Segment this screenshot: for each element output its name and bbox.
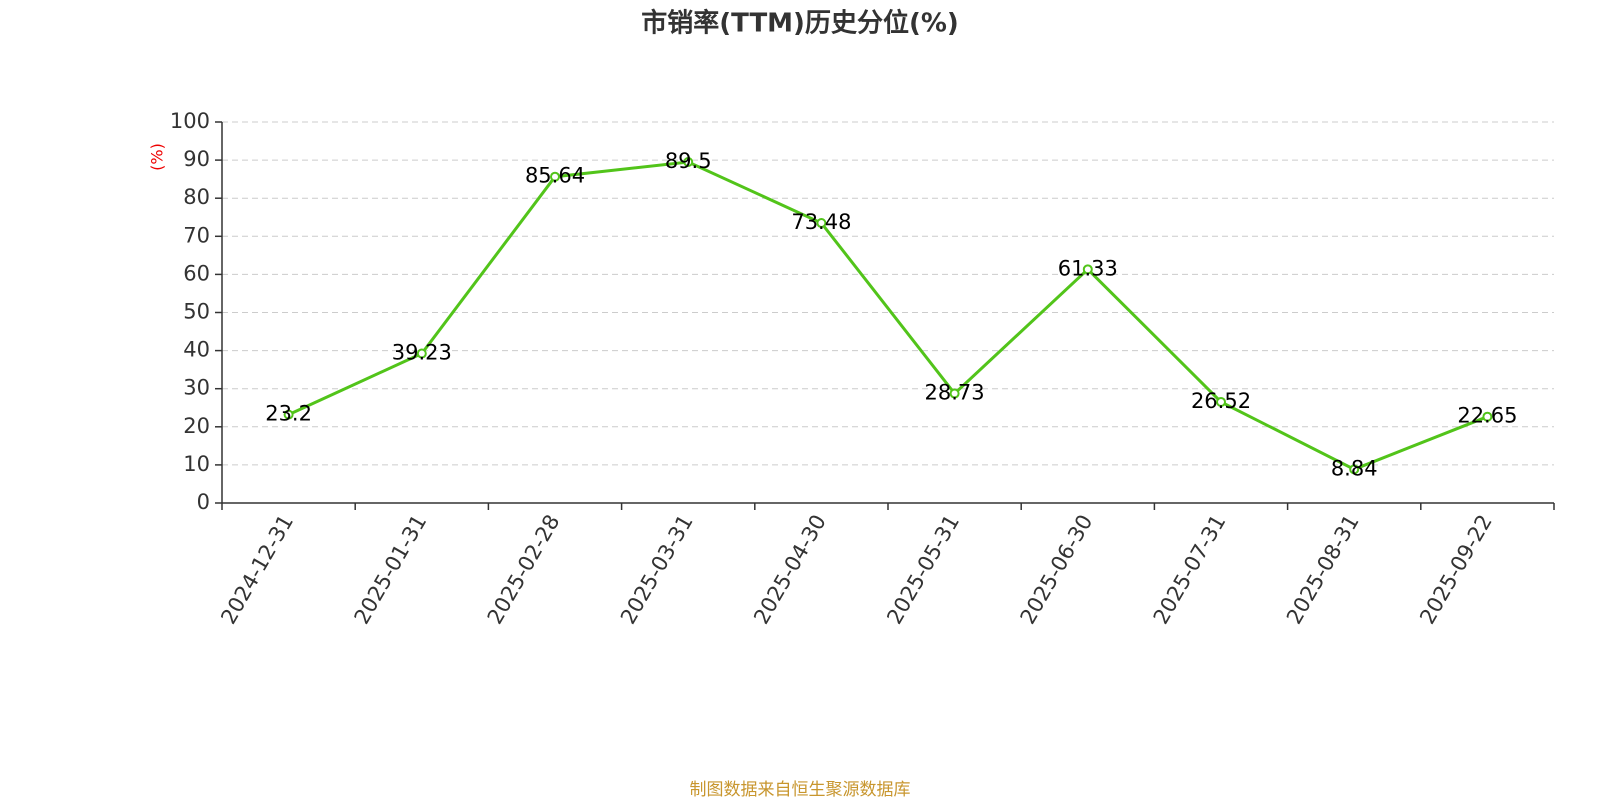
line (287, 160, 1488, 471)
y-tick-label: 0 (197, 490, 210, 514)
x-tick-label: 2025-08-31 (1282, 511, 1364, 629)
point (1216, 396, 1226, 407)
point (283, 409, 294, 420)
footer: 制图数据来自恒生聚源数据库 (690, 780, 911, 800)
x-tick-label: 2025-03-31 (616, 511, 698, 629)
y-axis-label: (%) (148, 143, 167, 171)
data-label: 28.73 (925, 381, 985, 405)
data-label: 8.84 (1331, 456, 1378, 480)
y-tick-label: 50 (183, 300, 210, 324)
point (1082, 264, 1093, 275)
x-tick-label: 2025-06-30 (1016, 511, 1098, 629)
data-label: 85.64 (525, 164, 585, 188)
point (1349, 464, 1360, 475)
y-tick-label: 100 (170, 109, 210, 133)
x-tick-label: 2025-01-31 (350, 511, 432, 629)
data-label: 73.48 (791, 210, 851, 234)
y-tick-label: 80 (183, 185, 210, 209)
y-tick-label: 20 (183, 414, 210, 438)
data-label: 89.5 (665, 149, 712, 173)
x-tick-label: 2025-02-28 (483, 511, 565, 629)
y-tick-label: 70 (183, 223, 210, 247)
point (550, 171, 560, 182)
x-tick-label: 2025-05-31 (882, 511, 964, 629)
point (816, 218, 827, 229)
x-tick-label: 2025-09-22 (1415, 511, 1497, 629)
data-label: 23.2 (265, 402, 312, 426)
point (683, 157, 694, 168)
y-tick-label: 10 (183, 452, 210, 476)
y-tick-label: 40 (183, 338, 210, 362)
point (949, 388, 960, 399)
x-tick-label: 2025-04-30 (749, 511, 831, 629)
data-label: 22.65 (1457, 404, 1517, 428)
y-tick-label: 90 (183, 147, 210, 171)
x-tick-label: 2024-12-31 (216, 511, 298, 629)
x-tick-label: 2025-07-31 (1149, 511, 1231, 629)
point (416, 348, 427, 359)
chart-title: 市销率(TTM)历史分位(%) (641, 8, 959, 39)
y-tick-label: 30 (183, 376, 210, 400)
point (1482, 411, 1493, 422)
y-tick-label: 60 (183, 261, 210, 285)
data-label: 61.33 (1058, 256, 1118, 280)
data-label: 26.52 (1191, 389, 1251, 413)
data-label: 39.23 (392, 341, 452, 365)
